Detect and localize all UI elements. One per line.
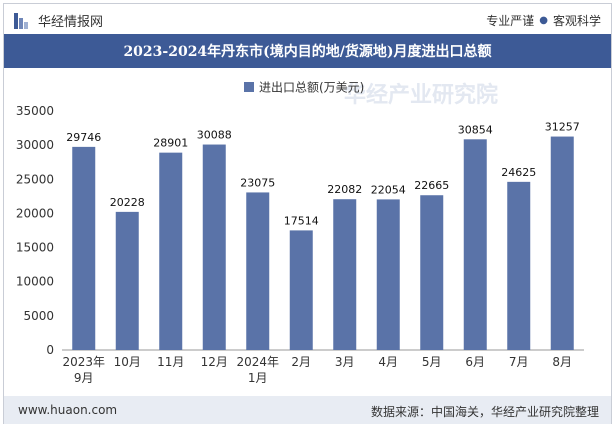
y-tick-label: 15000 bbox=[16, 241, 54, 255]
bar bbox=[159, 152, 183, 350]
x-tick-label: 8月 bbox=[552, 355, 572, 369]
footer-bar: www.huaon.com 数据来源：中国海关，华经产业研究院整理 bbox=[4, 396, 611, 424]
title-bar: 2023-2024年丹东市(境内目的地/货源地)月度进出口总额 bbox=[4, 34, 611, 68]
bar bbox=[463, 139, 487, 350]
data-label: 22054 bbox=[371, 183, 406, 196]
logo-text: 华经情报网 bbox=[38, 15, 104, 30]
y-tick-label: 0 bbox=[46, 343, 54, 357]
footer-site: www.huaon.com bbox=[18, 403, 118, 417]
slogan-dot-icon: ● bbox=[539, 15, 548, 26]
x-tick-label: 2月 bbox=[291, 355, 311, 369]
bar bbox=[333, 199, 357, 350]
data-label: 29746 bbox=[66, 131, 101, 144]
data-label: 17514 bbox=[284, 214, 319, 227]
y-tick-label: 35000 bbox=[16, 104, 54, 118]
y-tick-label: 5000 bbox=[23, 309, 54, 323]
x-tick-label: 6月 bbox=[465, 355, 485, 369]
x-tick-label: 12月 bbox=[201, 355, 228, 369]
bar bbox=[289, 230, 313, 350]
slogan-left: 专业严谨 bbox=[486, 14, 535, 28]
bar bbox=[202, 144, 226, 350]
data-label: 20228 bbox=[110, 196, 145, 209]
x-tick-label: 9月 bbox=[74, 371, 94, 385]
brand-logo: 华经情报网 bbox=[14, 11, 103, 30]
data-label: 30088 bbox=[197, 129, 232, 142]
slogan-right: 客观科学 bbox=[552, 14, 601, 28]
x-tick-label: 3月 bbox=[335, 355, 355, 369]
bar bbox=[115, 211, 139, 350]
data-label: 31257 bbox=[545, 121, 580, 134]
bar bbox=[376, 199, 400, 350]
x-tick-label: 2024年 bbox=[236, 355, 279, 369]
x-tick-label: 7月 bbox=[509, 355, 529, 369]
legend-label: 进出口总额(万美元) bbox=[259, 81, 364, 95]
bar-logo-icon bbox=[14, 12, 32, 29]
watermark-text: 华经产业研究院 bbox=[344, 82, 498, 108]
y-tick-label: 30000 bbox=[16, 138, 54, 152]
chart-title: 2023-2024年丹东市(境内目的地/货源地)月度进出口总额 bbox=[123, 44, 492, 60]
x-tick-label: 2023年 bbox=[62, 355, 105, 369]
footer-source: 数据来源：中国海关，华经产业研究院整理 bbox=[370, 405, 599, 419]
chart-frame: 华经情报网 专业严谨 ● 客观科学 2023-2024年丹东市(境内目的地/货源… bbox=[3, 3, 612, 424]
data-label: 22665 bbox=[414, 179, 449, 192]
bar bbox=[246, 192, 270, 350]
slogan: 专业严谨 ● 客观科学 bbox=[486, 12, 601, 29]
data-label: 30854 bbox=[458, 123, 493, 136]
bar bbox=[550, 136, 574, 350]
top-bar: 华经情报网 专业严谨 ● 客观科学 bbox=[4, 4, 611, 34]
y-tick-label: 10000 bbox=[16, 275, 54, 289]
y-tick-label: 25000 bbox=[16, 172, 54, 186]
bar bbox=[507, 181, 531, 350]
x-tick-label: 4月 bbox=[378, 355, 398, 369]
bar bbox=[72, 146, 96, 350]
bar bbox=[420, 195, 444, 350]
y-tick-label: 20000 bbox=[16, 206, 54, 220]
data-label: 24625 bbox=[501, 166, 536, 179]
x-tick-label: 5月 bbox=[422, 355, 442, 369]
x-tick-label: 1月 bbox=[248, 371, 268, 385]
data-label: 22082 bbox=[327, 183, 362, 196]
x-tick-label: 11月 bbox=[157, 355, 184, 369]
x-tick-label: 10月 bbox=[114, 355, 141, 369]
data-label: 23075 bbox=[240, 176, 275, 189]
data-label: 28901 bbox=[153, 137, 188, 150]
legend-swatch bbox=[244, 82, 254, 92]
